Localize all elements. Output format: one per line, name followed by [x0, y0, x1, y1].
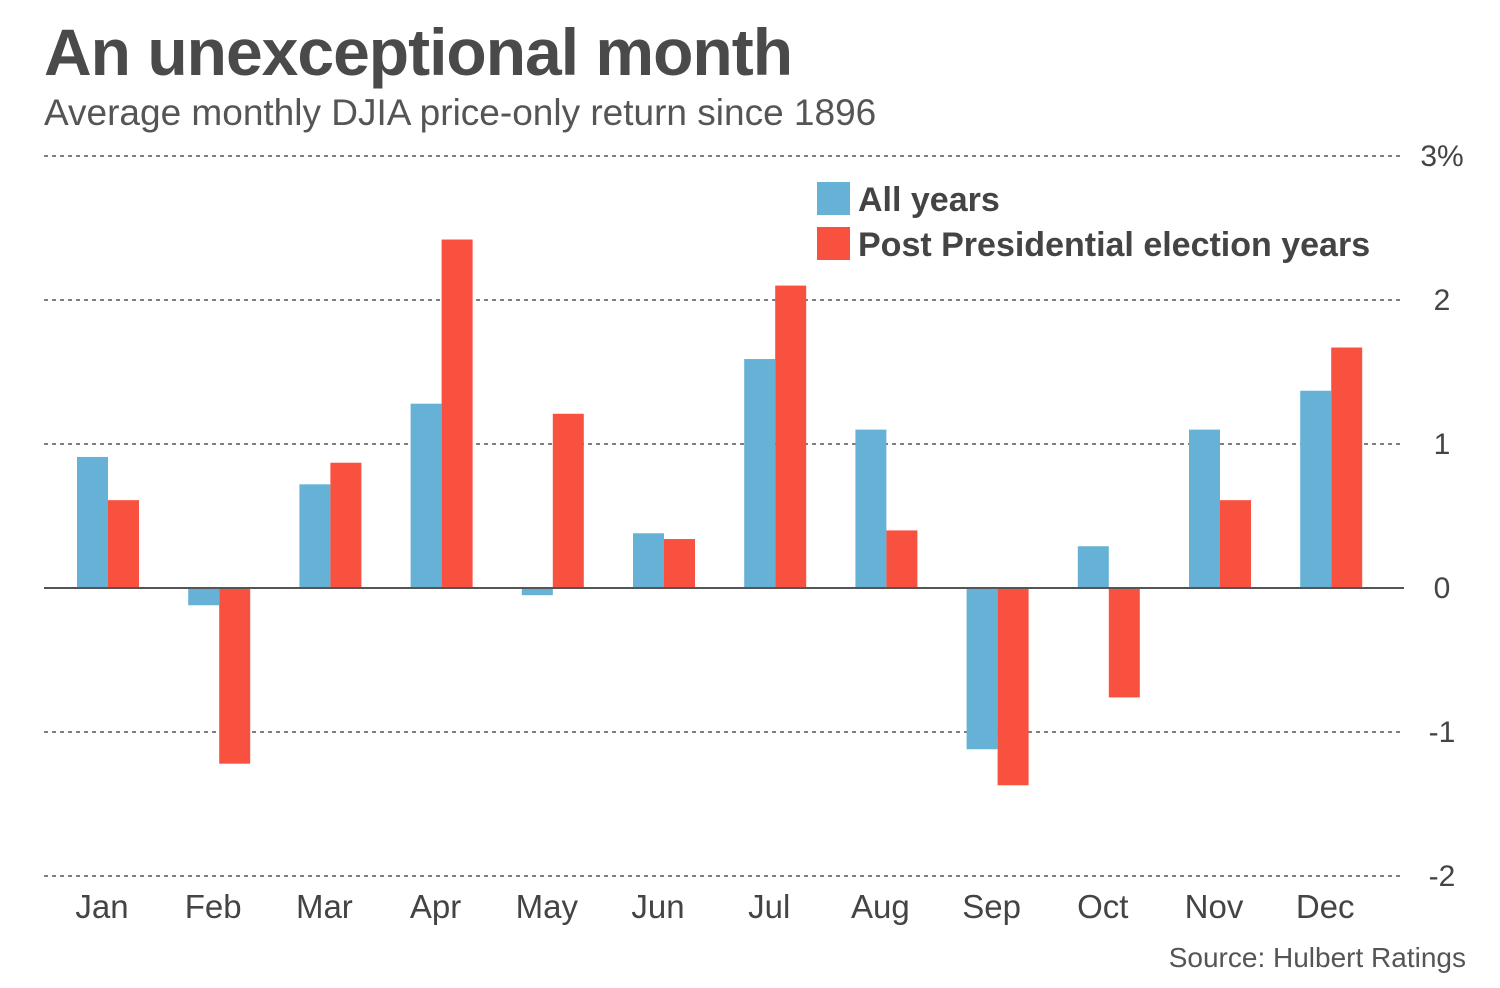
x-tick-label-jan: Jan — [75, 888, 128, 925]
x-tick-label-feb: Feb — [185, 888, 242, 925]
x-tick-label-oct: Oct — [1077, 888, 1128, 925]
y-tick-label: -1 — [1429, 716, 1456, 749]
bar-oct-series-2 — [1108, 588, 1140, 698]
x-tick-label-aug: Aug — [851, 888, 910, 925]
x-axis-ticks: Jan Feb Mar Apr May Jun Jul Aug Sep Oct Nov Dec — [75, 888, 1354, 925]
chart-subtitle: Average monthly DJIA price-only return s… — [44, 92, 877, 133]
x-tick-label-nov: Nov — [1185, 888, 1244, 925]
bar-may-series-1 — [521, 588, 553, 596]
bar-dec-series-2 — [1331, 347, 1363, 588]
bar-mar-series-1 — [299, 484, 331, 588]
bar-sep-series-1 — [966, 588, 998, 750]
x-tick-label-jul: Jul — [748, 888, 790, 925]
chart-title: An unexceptional month — [44, 15, 793, 89]
bar-aug-series-2 — [886, 530, 918, 588]
bar-aug-series-1 — [855, 429, 887, 588]
bar-feb-series-1 — [188, 588, 220, 606]
y-tick-label: 1 — [1434, 428, 1451, 461]
legend-label-series-2: Post Presidential election years — [858, 226, 1370, 264]
y-tick-label: 0 — [1434, 572, 1451, 605]
bar-oct-series-1 — [1077, 546, 1109, 588]
bar-nov-series-2 — [1220, 500, 1251, 588]
legend: All years Post Presidential election year… — [817, 181, 1370, 264]
y-tick-label: 2 — [1434, 284, 1451, 317]
y-tick-label: -2 — [1429, 860, 1456, 893]
bar-may-series-2 — [552, 413, 584, 588]
bar-jan-series-2 — [108, 500, 139, 588]
gridlines — [44, 155, 1404, 877]
bar-sep-series-2 — [997, 588, 1029, 786]
bar-jul-series-2 — [775, 285, 807, 588]
bars — [77, 239, 1363, 786]
legend-swatch-series-1 — [817, 182, 850, 215]
x-tick-label-apr: Apr — [410, 888, 461, 925]
x-tick-label-mar: Mar — [296, 888, 353, 925]
bar-feb-series-2 — [219, 588, 251, 764]
bar-jun-series-2 — [664, 539, 695, 588]
bar-apr-series-2 — [441, 239, 473, 588]
bar-nov-series-1 — [1189, 429, 1220, 588]
source-note: Source: Hulbert Ratings — [1168, 942, 1466, 973]
bar-jan-series-1 — [77, 456, 108, 588]
y-axis-ticks: 3% 2 1 0 -1 -2 — [1420, 140, 1463, 893]
x-tick-label-dec: Dec — [1296, 888, 1355, 925]
bar-apr-series-1 — [410, 403, 442, 588]
x-tick-label-may: May — [516, 888, 579, 925]
y-tick-label: 3% — [1420, 140, 1463, 173]
x-tick-label-jun: Jun — [631, 888, 684, 925]
bar-jun-series-1 — [633, 533, 664, 588]
bar-dec-series-1 — [1300, 390, 1332, 588]
legend-swatch-series-2 — [817, 227, 850, 260]
x-tick-label-sep: Sep — [962, 888, 1021, 925]
legend-label-series-1: All years — [858, 181, 1000, 219]
bar-jul-series-1 — [744, 359, 776, 588]
bar-mar-series-2 — [330, 462, 362, 588]
